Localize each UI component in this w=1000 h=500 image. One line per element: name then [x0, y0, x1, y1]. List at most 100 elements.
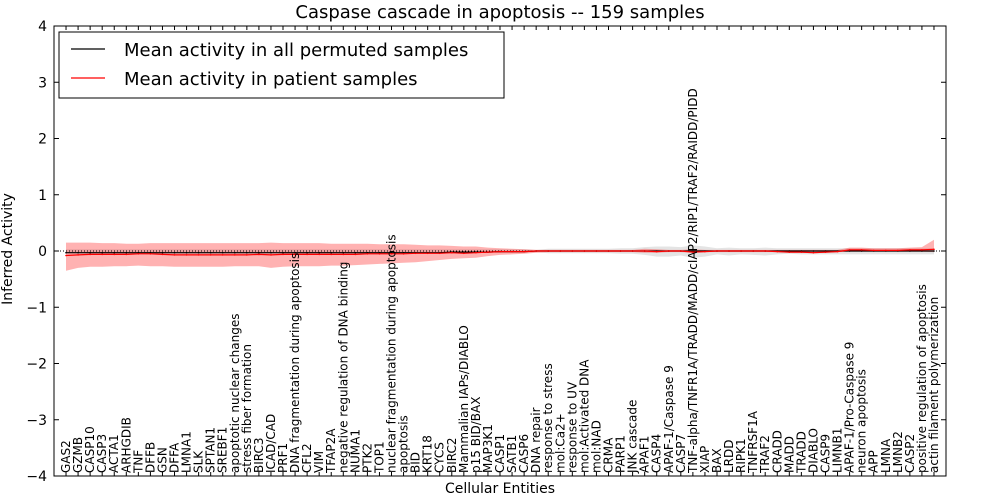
point-series-1-13	[221, 254, 224, 256]
x-tick-label: CRMA	[602, 437, 616, 473]
point-series-1-18	[282, 253, 284, 256]
point-series-0-19	[294, 251, 296, 254]
x-tick-label: LIMNB1	[831, 428, 845, 473]
point-series-1-71	[921, 249, 923, 251]
x-tick-label: LMNB2	[891, 431, 905, 473]
x-tick-label: ACTA1	[107, 434, 121, 473]
y-tick-label: −1	[26, 300, 47, 316]
y-tick-label: 0	[38, 244, 47, 260]
legend-box	[58, 31, 505, 99]
x-tick-label: negative regulation of DNA binding	[336, 262, 350, 473]
point-series-1-54	[716, 250, 718, 252]
x-tick-label: MADD	[782, 436, 796, 473]
x-tick-label: DFFB	[143, 442, 157, 473]
point-series-1-72	[933, 248, 935, 251]
point-series-0-12	[209, 251, 212, 254]
point-series-1-32	[451, 251, 453, 254]
point-series-1-34	[475, 251, 477, 254]
x-tick-label: DNA fragmentation during apoptosis	[288, 253, 302, 473]
point-series-1-22	[330, 253, 333, 256]
point-series-0-21	[318, 251, 321, 254]
point-series-0-26	[378, 251, 381, 254]
x-tick-label: JNK cascade	[626, 400, 640, 474]
point-series-0-23	[342, 251, 345, 254]
x-tick-label: PRF1	[276, 443, 290, 473]
point-series-0-15	[246, 251, 248, 254]
x-tick-label: BID	[409, 452, 423, 473]
legend-label-patient: Mean activity in patient samples	[124, 69, 418, 90]
x-tick-label: p15 BID/BAX	[469, 397, 483, 473]
point-series-1-41	[559, 250, 562, 252]
point-series-0-6	[137, 251, 140, 254]
point-series-1-26	[378, 253, 381, 255]
point-series-1-20	[306, 253, 308, 256]
point-series-0-20	[306, 251, 308, 254]
point-series-1-28	[402, 253, 405, 255]
x-tick-label: LRDD	[722, 439, 736, 473]
y-axis: −4 −3 −2 −1 0 1 2 3 4	[26, 19, 946, 485]
y-tick-label: 3	[38, 75, 47, 91]
point-series-1-24	[354, 253, 357, 256]
x-tick-label: GZMB	[71, 437, 85, 473]
x-tick-label: APAF-1/Pro-Caspase 9	[843, 342, 857, 473]
point-series-1-33	[463, 252, 465, 255]
point-series-0-0	[65, 251, 67, 254]
point-series-0-22	[330, 251, 333, 254]
point-series-1-57	[752, 250, 754, 252]
y-tick-label: −3	[26, 413, 47, 429]
x-tick-label: TRAF2	[758, 435, 772, 474]
point-series-1-44	[595, 250, 598, 252]
point-series-1-55	[728, 250, 730, 252]
x-tick-label: LMNA1	[180, 431, 194, 473]
point-series-1-16	[258, 253, 260, 256]
point-series-1-38	[523, 250, 525, 253]
point-series-1-65	[848, 249, 851, 251]
point-series-1-3	[101, 253, 103, 256]
point-series-1-30	[426, 252, 429, 255]
x-tick-label: LMNA	[879, 438, 893, 473]
x-tick-label: CYCS	[433, 442, 447, 473]
point-series-1-27	[390, 253, 393, 255]
point-series-0-1	[77, 251, 79, 254]
point-series-0-28	[402, 251, 405, 254]
point-series-1-31	[438, 252, 441, 255]
point-series-0-5	[125, 251, 128, 254]
point-series-0-66	[860, 250, 863, 252]
x-tick-label: neuron apoptosis	[855, 369, 869, 473]
x-tick-label: PTK2	[360, 443, 374, 473]
point-series-1-51	[680, 250, 682, 252]
x-tick-label: mol:Ca2+	[553, 413, 567, 473]
point-series-1-53	[704, 250, 706, 253]
point-series-1-6	[137, 253, 140, 255]
point-series-1-14	[234, 254, 236, 256]
point-series-1-23	[342, 253, 345, 256]
point-series-0-14	[234, 251, 236, 254]
x-tick-label: CASP7	[674, 434, 688, 473]
x-tick-label: MAP3K1	[481, 424, 495, 473]
point-series-1-67	[872, 249, 875, 252]
x-tick-label: ARHGDIB	[119, 417, 133, 473]
x-tick-label: SLK	[192, 450, 206, 473]
x-tick-label: GAS2	[59, 440, 73, 473]
point-series-1-5	[125, 253, 128, 256]
x-tick-label: response to UV	[565, 381, 579, 473]
y-tick-label: −4	[26, 469, 47, 485]
point-series-1-49	[655, 250, 658, 253]
x-tick-label: CASP10	[83, 426, 97, 473]
x-tick-label: DFFA	[168, 442, 182, 473]
point-series-1-45	[607, 250, 610, 252]
y-tick-label: 1	[38, 188, 47, 204]
point-series-1-60	[788, 251, 791, 253]
point-series-1-0	[65, 254, 67, 257]
point-series-0-13	[221, 251, 224, 254]
point-series-1-61	[800, 251, 803, 253]
y-tick-label: 4	[38, 19, 47, 35]
x-tick-label: Mammalian IAPs/DIABLO	[457, 325, 471, 473]
point-series-1-10	[185, 254, 188, 256]
point-series-0-70	[909, 250, 911, 252]
x-tick-label: RIPK1	[734, 438, 748, 473]
point-series-1-68	[885, 249, 887, 252]
point-series-1-46	[619, 250, 622, 252]
x-tick-label: SPTAN1	[204, 427, 218, 473]
